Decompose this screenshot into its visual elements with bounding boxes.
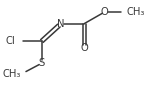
Text: CH₃: CH₃	[2, 69, 21, 79]
Text: N: N	[57, 19, 65, 29]
Text: O: O	[81, 43, 88, 53]
Text: S: S	[39, 58, 45, 68]
Text: O: O	[101, 7, 109, 17]
Text: CH₃: CH₃	[126, 7, 145, 17]
Text: Cl: Cl	[6, 36, 16, 46]
